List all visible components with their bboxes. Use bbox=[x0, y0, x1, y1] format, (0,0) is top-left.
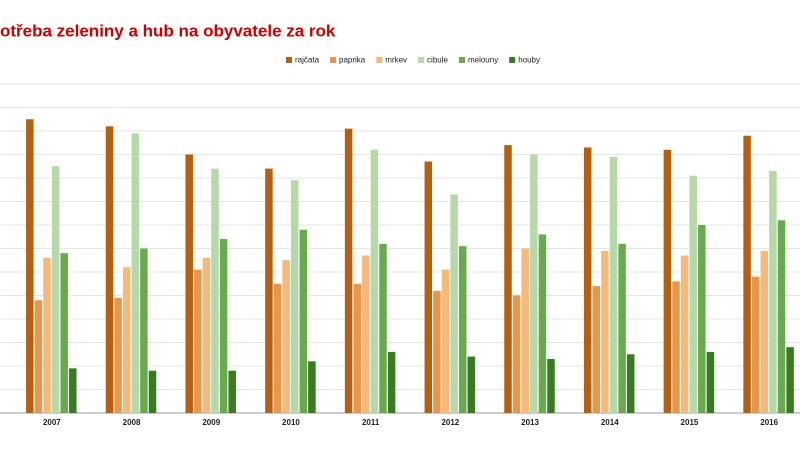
bar bbox=[105, 126, 114, 414]
bar bbox=[760, 250, 769, 413]
bar bbox=[290, 180, 299, 413]
bar bbox=[751, 276, 760, 413]
x-tick-label: 2007 bbox=[43, 418, 61, 427]
legend-swatch bbox=[458, 57, 465, 63]
bar bbox=[521, 248, 529, 413]
bar bbox=[51, 166, 60, 413]
bar bbox=[273, 283, 282, 413]
bar bbox=[458, 246, 467, 413]
bar bbox=[777, 220, 786, 413]
bar bbox=[433, 290, 441, 413]
bar bbox=[228, 370, 236, 413]
bar bbox=[698, 225, 706, 413]
bar bbox=[26, 119, 34, 413]
bar bbox=[618, 243, 626, 413]
legend-swatch bbox=[418, 57, 425, 63]
x-tick-label: 2012 bbox=[441, 418, 459, 427]
bar bbox=[583, 147, 592, 413]
bar bbox=[60, 253, 68, 413]
bar bbox=[387, 351, 396, 413]
bar bbox=[353, 283, 361, 413]
bar bbox=[140, 248, 148, 413]
bar bbox=[538, 234, 547, 413]
legend-swatch bbox=[509, 57, 516, 63]
bar bbox=[706, 351, 715, 413]
bar bbox=[299, 229, 308, 413]
bar bbox=[689, 175, 697, 413]
bar bbox=[504, 145, 512, 413]
bar bbox=[370, 149, 379, 414]
bar bbox=[265, 168, 273, 413]
legend-label: paprika bbox=[339, 56, 366, 65]
bar bbox=[769, 170, 777, 413]
bar bbox=[43, 257, 51, 413]
bar bbox=[743, 135, 751, 413]
bar bbox=[362, 255, 370, 413]
x-tick-label: 2008 bbox=[123, 418, 141, 427]
x-tick-label: 2015 bbox=[681, 418, 699, 427]
bar bbox=[131, 133, 140, 413]
x-tick-label: 2011 bbox=[362, 418, 380, 427]
bar bbox=[680, 255, 689, 413]
legend-label: melouny bbox=[468, 56, 498, 65]
bar bbox=[512, 295, 521, 413]
bar bbox=[148, 370, 157, 413]
legend-label: cibule bbox=[427, 56, 448, 65]
bar bbox=[601, 250, 609, 413]
bar bbox=[379, 243, 387, 413]
bar bbox=[547, 358, 555, 413]
bar bbox=[211, 168, 219, 413]
bar bbox=[467, 356, 476, 413]
x-tick-label: 2010 bbox=[282, 418, 300, 427]
bar bbox=[592, 286, 601, 413]
bar bbox=[114, 297, 122, 413]
bar bbox=[122, 267, 131, 413]
bar bbox=[786, 347, 794, 413]
legend-label: mrkev bbox=[385, 56, 407, 65]
bar bbox=[530, 154, 538, 413]
bar bbox=[424, 161, 433, 413]
bar bbox=[609, 156, 618, 413]
x-tick-label: 2014 bbox=[601, 418, 619, 427]
legend-label: rajčata bbox=[295, 56, 320, 65]
bar bbox=[219, 239, 228, 413]
bar bbox=[202, 257, 211, 413]
bar bbox=[344, 128, 353, 413]
bar bbox=[34, 300, 43, 413]
bar bbox=[663, 149, 672, 414]
bar bbox=[672, 281, 680, 413]
bar bbox=[450, 194, 458, 413]
legend-swatch bbox=[286, 57, 292, 63]
x-tick-label: 2009 bbox=[202, 418, 220, 427]
bar bbox=[194, 269, 202, 413]
legend-swatch bbox=[330, 57, 337, 63]
bar bbox=[282, 260, 290, 413]
bar bbox=[626, 354, 635, 413]
bar bbox=[308, 361, 316, 413]
x-tick-label: 2013 bbox=[521, 418, 539, 427]
legend-swatch bbox=[376, 57, 383, 63]
x-tick-label: 2016 bbox=[760, 418, 778, 427]
legend-label: houby bbox=[518, 56, 540, 65]
bar bbox=[69, 368, 77, 413]
bar bbox=[185, 154, 193, 413]
chart-title: otřeba zeleniny a hub na obyvatele za ro… bbox=[0, 21, 336, 40]
bar bbox=[441, 269, 450, 413]
